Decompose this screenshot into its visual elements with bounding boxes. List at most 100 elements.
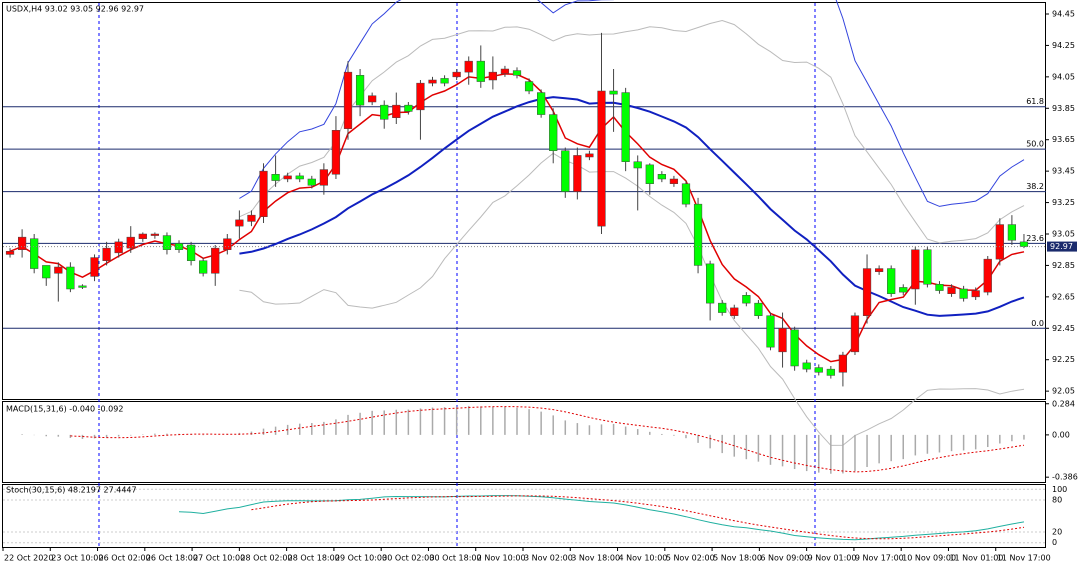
y-tick-label: 93.85 [1052,104,1075,113]
candle-body [343,71,353,129]
candle-body [247,214,256,222]
candle-body [1007,224,1017,241]
candle-body [271,174,280,181]
candle-body [585,153,594,158]
y-tick-label: 94.45 [1052,10,1075,19]
y-tick-label: 93.45 [1052,167,1075,176]
fib-label: 50.0 [1026,140,1044,149]
macd-signal [70,406,1025,473]
candle-body [549,114,558,151]
outer-band [239,0,1025,207]
candle-body [718,302,727,313]
stoch-tick-label: 80 [1052,495,1062,504]
fib-label: 61.8 [1026,97,1044,106]
candle-body [368,95,377,103]
candle-body [283,175,292,180]
macd-tick-label: 0.00 [1052,430,1070,439]
candle-body [887,268,896,294]
macd-tick-label: -0.386 [1052,473,1078,482]
y-tick-label: 94.25 [1052,41,1075,50]
candle-body [814,367,823,373]
candle-body [162,235,172,250]
x-tick-label: 11 Nov 17:00 [997,554,1051,563]
macd-panel [2,401,1046,483]
candle-body [959,288,968,299]
candle-body [838,354,848,373]
x-tick-label: 29 Oct 10:00 [335,554,387,563]
last-price-label: 92.97 [1050,242,1073,251]
candle-body [90,257,99,277]
candle-body [754,302,763,316]
y-tick-label: 92.45 [1052,324,1075,333]
x-tick-label: 10 Nov 09:00 [902,554,956,563]
candle-body [633,161,642,169]
x-tick-label: 11 Nov 01:00 [949,554,1003,563]
candle-body [935,284,944,291]
x-tick-label: 5 Nov 02:00 [666,554,715,563]
candle-body [476,60,485,82]
candle-body [790,329,799,367]
candle-body [126,236,135,249]
stoch-k [178,495,1025,541]
candle-body [826,368,835,376]
bollinger-band [239,152,1025,446]
candle-body [138,233,147,239]
x-tick-label: 9 Nov 17:00 [855,554,904,563]
candle-body [102,247,111,261]
candle-body [488,71,497,81]
y-tick-label: 94.05 [1052,72,1075,81]
candle-body [42,265,51,279]
candle-body [235,219,244,227]
candle-body [609,90,618,95]
candle-body [211,247,220,274]
y-tick-label: 92.65 [1052,292,1075,301]
candle-body [524,81,534,92]
candle-body [512,70,522,76]
candle-body [597,90,606,227]
candle-body [464,60,473,73]
candle-body [645,164,654,184]
candle-body [5,251,15,255]
candle-body [150,233,159,236]
y-tick-label: 92.25 [1052,355,1075,364]
candle-body [706,263,715,304]
candle-body [174,243,184,250]
x-tick-label: 6 Nov 09:00 [760,554,809,563]
x-tick-label: 22 Oct 2020 [4,554,53,563]
candle-body [223,238,232,250]
candle-body [78,285,87,288]
candle-body [742,295,751,304]
x-tick-label: 27 Oct 10:00 [193,554,245,563]
candle-body [355,75,365,106]
x-tick-label: 4 Nov 10:00 [619,554,668,563]
candle-body [573,155,582,192]
candle-body [730,307,739,316]
candle-body [17,236,27,250]
fib-label: 38.2 [1026,182,1044,191]
candle-body [392,104,401,118]
candle-body [621,92,630,162]
candle-body [199,260,208,274]
stoch-tick-label: 20 [1052,528,1062,537]
candle-body [259,170,268,217]
candle-body [766,315,775,348]
candle-body [319,169,328,186]
candle-body [66,266,75,290]
stoch-panel [2,484,1046,548]
x-tick-label: 3 Nov 18:00 [571,554,620,563]
y-tick-label: 93.25 [1052,198,1075,207]
candle-body [561,150,570,192]
stoch-d [251,495,1025,540]
y-tick-label: 92.05 [1052,387,1075,396]
candle-body [1019,241,1029,247]
candle-body [416,82,425,111]
y-tick-label: 93.65 [1052,135,1075,144]
fib-label: 0.0 [1031,319,1044,328]
candle-body [331,130,341,175]
moving-average [239,96,1025,317]
candle-body [669,178,679,184]
candle-body [681,183,691,205]
fib-label: 23.6 [1026,234,1044,243]
candle-body [899,287,908,293]
x-tick-label: 9 Nov 01:00 [808,554,857,563]
